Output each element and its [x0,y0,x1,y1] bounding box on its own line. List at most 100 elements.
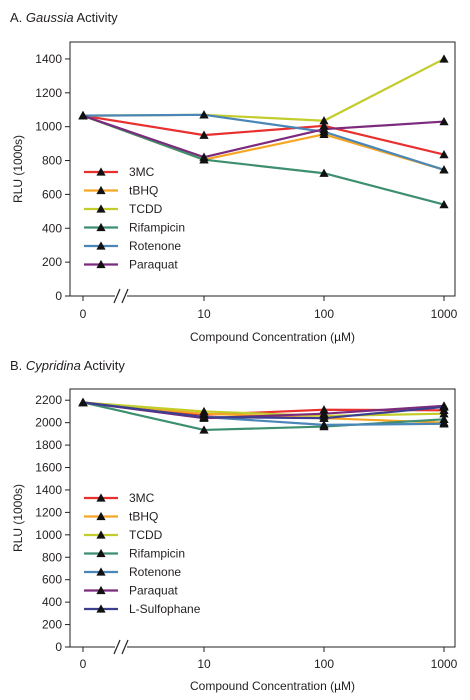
x-tick-label: 100 [314,657,334,671]
data-point-5 [78,111,88,120]
legend-marker [96,567,106,576]
legend-label: Paraquat [129,584,178,598]
data-point-4 [319,420,329,429]
x-tick-label: 10 [197,307,211,321]
y-tick-label: 1000 [35,528,62,542]
data-point-4 [439,165,449,174]
legend-label: TCDD [129,202,163,216]
series-line-4 [82,113,445,171]
title-species: Gaussia [26,10,74,25]
legend-marker [96,222,106,232]
data-point-3 [439,199,449,209]
data-point-2 [199,406,209,416]
legend-label: 3MC [129,491,155,505]
axis-break-mark [113,288,121,304]
chart-title: B. Cypridina Activity [10,358,125,373]
title-species: Cypridina [26,358,81,373]
y-tick-label: 400 [42,595,62,609]
axis-break-mark [113,639,121,655]
y-tick-label: 1200 [35,86,62,100]
data-point-4 [199,110,209,119]
legend-label: Rifampicin [129,547,185,561]
x-tick-label: 0 [80,657,87,671]
x-tick-label: 10 [197,657,211,671]
data-point-2 [319,116,329,125]
y-tick-label: 800 [42,154,62,168]
legend-marker [96,585,106,595]
y-tick-label: 0 [55,640,62,654]
legend-marker [96,204,106,213]
series-line-3 [82,114,445,206]
axis-break-mark [121,288,129,304]
legend-marker [96,259,106,269]
series-line-5 [82,114,445,159]
legend-label: Rotenone [129,239,181,253]
legend-label: 3MC [129,165,155,179]
x-tick-label: 1000 [431,657,458,671]
chart-title: A. Gaussia Activity [10,10,118,25]
data-point-5 [319,409,329,418]
y-tick-label: 200 [42,618,62,632]
x-tick-label: 1000 [431,307,458,321]
legend-label: Rifampicin [129,221,185,235]
legend-marker [96,604,106,613]
x-tick-label: 100 [314,307,334,321]
legend-marker [96,511,106,521]
y-axis-label: RLU (1000s) [11,135,25,203]
data-point-6 [78,397,88,407]
x-tick-label: 0 [80,307,87,321]
title-suffix: Activity [74,10,119,25]
y-tick-label: 1400 [35,52,62,66]
plot-frame [69,388,456,648]
y-tick-label: 600 [42,187,62,201]
data-point-5 [319,124,329,133]
y-tick-label: 1600 [35,461,62,475]
y-tick-label: 800 [42,550,62,564]
legend-label: tBHQ [129,184,158,198]
legend-label: TCDD [129,528,163,542]
data-point-3 [199,425,209,434]
panel-gaussia: A. Gaussia Activity020040060080010001200… [10,10,458,344]
data-point-5 [439,116,449,126]
axis-break-mark [121,639,129,655]
series-line-2 [82,57,445,122]
y-tick-label: 600 [42,573,62,587]
x-axis-label: Compound Concentration (µM) [190,679,355,693]
y-tick-label: 1200 [35,505,62,519]
axis-break-gap [115,645,127,649]
y-tick-label: 0 [55,289,62,303]
plot-frame [69,41,456,297]
legend-marker [96,241,106,250]
y-tick-label: 400 [42,221,62,235]
data-point-5 [199,152,209,161]
data-point-6 [199,412,209,421]
panel-label: B. [10,358,26,373]
data-point-2 [439,54,449,63]
series-line-6 [82,401,445,420]
y-tick-label: 2000 [35,416,62,430]
data-point-6 [439,402,449,411]
legend-label: tBHQ [129,510,158,524]
legend-marker [96,530,106,539]
data-point-0 [199,130,209,139]
y-tick-label: 1800 [35,438,62,452]
legend-label: Paraquat [129,258,178,272]
data-point-4 [439,419,449,428]
series-line-3 [82,401,445,432]
y-tick-label: 200 [42,255,62,269]
legend-marker [96,493,106,502]
data-point-2 [439,409,449,418]
panel-label: A. [10,10,26,25]
data-point-6 [319,413,329,422]
legend-label: Rotenone [129,565,181,579]
axis-break-gap [115,294,127,298]
panel-cypridina: B. Cypridina Activity0200400600800100012… [10,358,458,693]
legend-marker [96,548,106,558]
title-suffix: Activity [81,358,126,373]
legend-marker [96,167,106,176]
series-line-0 [82,114,445,156]
data-point-3 [439,414,449,423]
data-point-0 [439,150,449,159]
x-axis-label: Compound Concentration (µM) [190,330,355,344]
